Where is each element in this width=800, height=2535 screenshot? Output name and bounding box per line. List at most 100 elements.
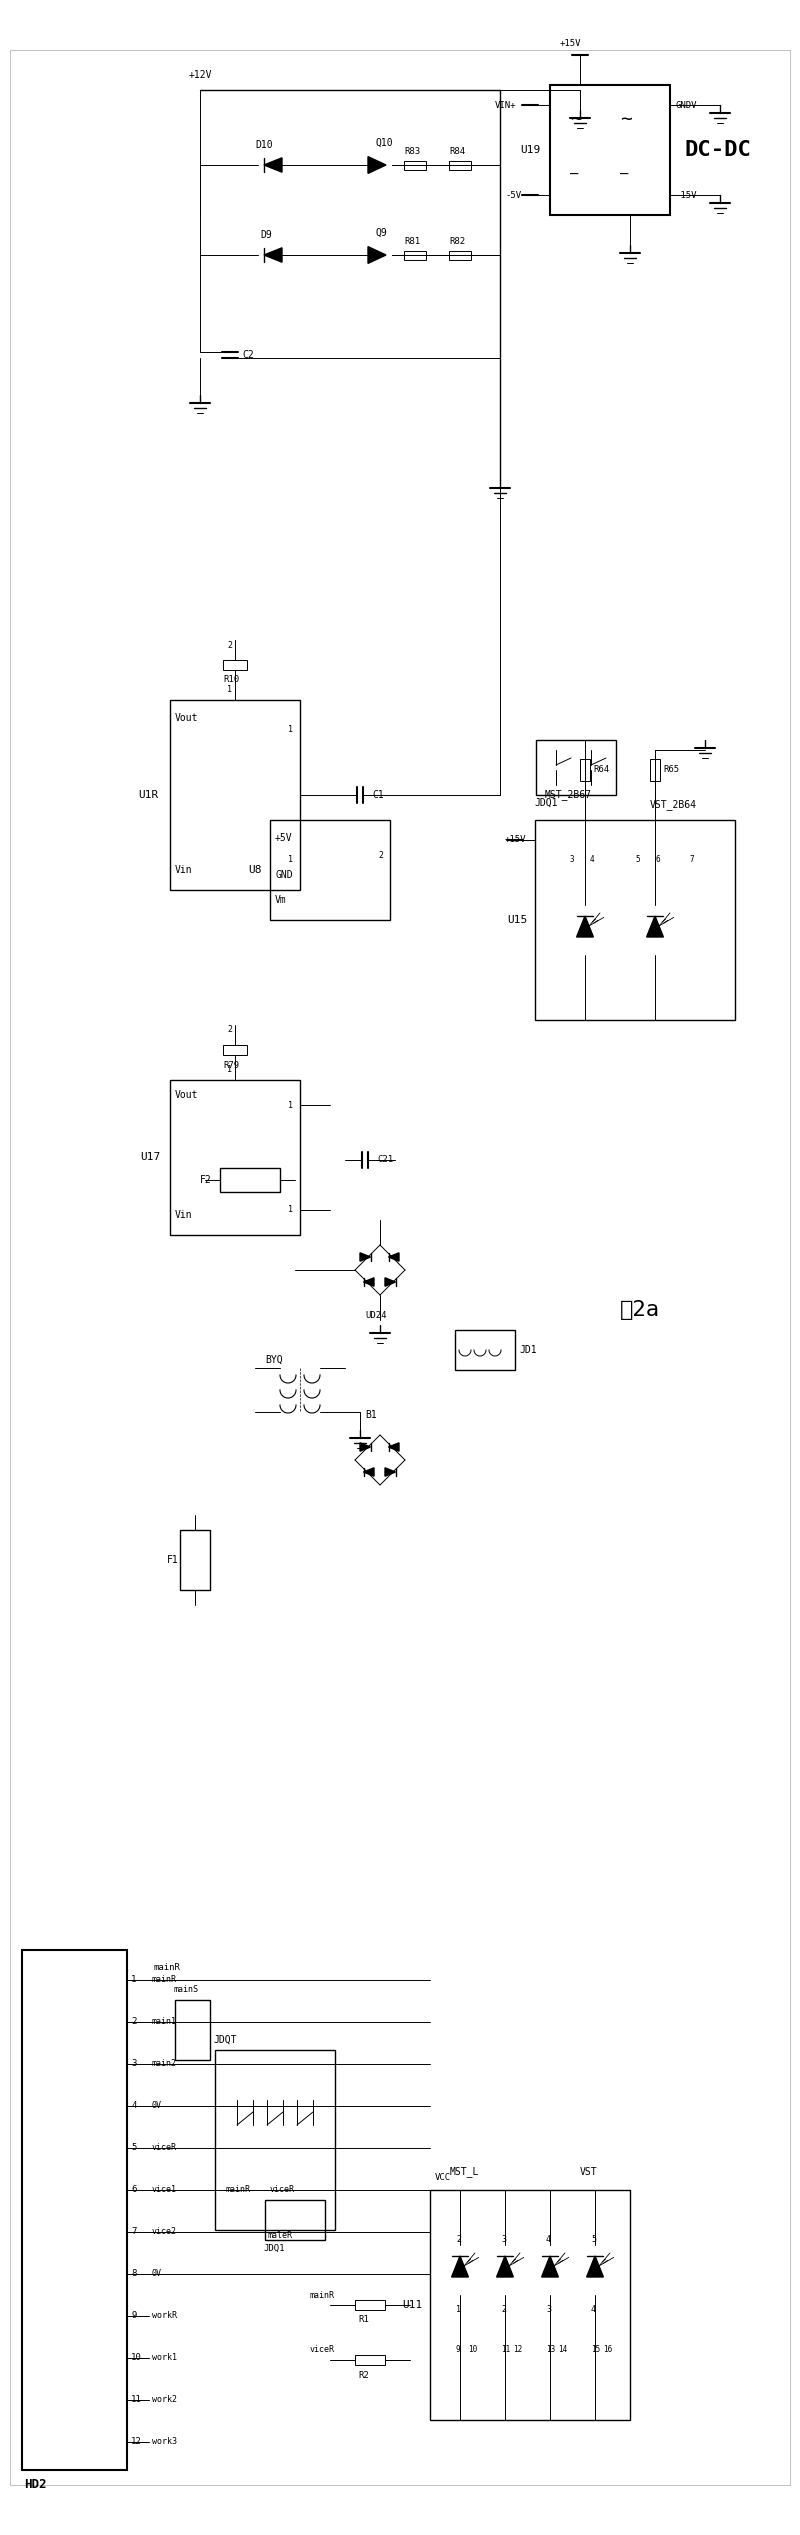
Bar: [449, 162, 471, 170]
Text: +12V: +12V: [188, 71, 212, 81]
Text: R84: R84: [449, 147, 465, 155]
Text: C1: C1: [372, 791, 384, 801]
Text: VST: VST: [580, 2167, 598, 2178]
Text: work1: work1: [152, 2352, 177, 2363]
Text: Q10: Q10: [375, 137, 393, 147]
Text: Vin: Vin: [175, 864, 193, 875]
Text: mainR: mainR: [225, 2185, 250, 2195]
Text: R83: R83: [404, 147, 420, 155]
Text: D9: D9: [260, 231, 272, 241]
Text: R1: R1: [358, 2314, 369, 2325]
Bar: [170, 1080, 300, 1235]
Text: 7: 7: [131, 2228, 136, 2236]
Bar: [404, 251, 426, 261]
Text: —: —: [570, 167, 578, 183]
Text: JDQ1: JDQ1: [534, 799, 558, 809]
Text: 1: 1: [227, 1065, 232, 1075]
Text: R81: R81: [404, 236, 420, 246]
Text: 5: 5: [131, 2145, 136, 2152]
Polygon shape: [360, 1252, 370, 1262]
Bar: [265, 2200, 325, 2241]
Bar: [270, 819, 390, 920]
Text: +15V: +15V: [560, 38, 582, 48]
Text: HD2: HD2: [24, 2479, 46, 2492]
Text: 图2a: 图2a: [620, 1300, 660, 1321]
Text: 1: 1: [456, 2304, 461, 2314]
Text: vice1: vice1: [152, 2185, 177, 2195]
Text: GNDV: GNDV: [675, 101, 697, 109]
Text: 15: 15: [591, 2345, 600, 2355]
Text: Vout: Vout: [175, 712, 198, 722]
Text: 3: 3: [501, 2236, 506, 2243]
Text: 9: 9: [131, 2312, 136, 2320]
Text: 13: 13: [546, 2345, 555, 2355]
Text: 4: 4: [591, 2304, 596, 2314]
Text: work2: work2: [152, 2396, 177, 2406]
Bar: [223, 1044, 247, 1055]
Polygon shape: [586, 2256, 603, 2276]
Bar: [175, 2000, 210, 2061]
Text: GND: GND: [275, 870, 293, 880]
Text: 14: 14: [558, 2345, 567, 2355]
Polygon shape: [497, 2256, 514, 2276]
Text: VIN+: VIN+: [495, 101, 517, 109]
Text: Vm: Vm: [275, 895, 286, 905]
Polygon shape: [577, 915, 594, 938]
Text: 9: 9: [456, 2345, 461, 2355]
Text: MST_2B67: MST_2B67: [545, 788, 592, 801]
Polygon shape: [389, 1442, 399, 1450]
Text: ~: ~: [570, 112, 582, 129]
Text: 11: 11: [501, 2345, 510, 2355]
Bar: [223, 659, 247, 669]
Bar: [220, 1169, 280, 1191]
Text: 4: 4: [546, 2236, 551, 2243]
Text: 6: 6: [131, 2185, 136, 2195]
Polygon shape: [368, 246, 386, 264]
Bar: [535, 819, 735, 1019]
Text: 5: 5: [591, 2236, 596, 2243]
Text: JDQT: JDQT: [213, 2036, 237, 2046]
Text: B1: B1: [365, 1409, 377, 1420]
Text: UD24: UD24: [365, 1311, 386, 1321]
Text: Q9: Q9: [375, 228, 386, 238]
Text: vice2: vice2: [152, 2228, 177, 2236]
Text: 2: 2: [378, 852, 383, 859]
Polygon shape: [368, 157, 386, 172]
Text: U19: U19: [520, 144, 540, 155]
Text: F1: F1: [167, 1554, 178, 1564]
Text: 11: 11: [131, 2396, 142, 2406]
Text: mainR: mainR: [152, 1975, 177, 1985]
Text: 1: 1: [131, 1975, 136, 1985]
Text: R2: R2: [358, 2370, 369, 2380]
Text: JD1: JD1: [519, 1346, 537, 1356]
Text: DC-DC: DC-DC: [685, 139, 752, 160]
Polygon shape: [363, 1468, 374, 1475]
Polygon shape: [542, 2256, 558, 2276]
Polygon shape: [646, 915, 663, 938]
Polygon shape: [385, 1278, 395, 1285]
Bar: [430, 2190, 630, 2421]
Text: R65: R65: [663, 766, 679, 776]
Text: main1: main1: [152, 2018, 177, 2025]
Bar: [22, 1949, 127, 2469]
Polygon shape: [389, 1252, 399, 1262]
Text: maleR: maleR: [267, 2231, 292, 2238]
Bar: [215, 2051, 335, 2231]
Text: VST_2B64: VST_2B64: [650, 799, 697, 811]
Text: C21: C21: [377, 1156, 393, 1164]
Polygon shape: [451, 2256, 469, 2276]
Text: 3: 3: [570, 854, 574, 864]
Text: viceR: viceR: [310, 2345, 335, 2355]
Bar: [449, 251, 471, 261]
Polygon shape: [264, 248, 282, 261]
Text: 1: 1: [288, 1207, 293, 1214]
Bar: [455, 1331, 515, 1369]
Text: U17: U17: [140, 1151, 160, 1161]
Text: 12: 12: [513, 2345, 522, 2355]
Bar: [580, 758, 590, 781]
Text: work3: work3: [152, 2439, 177, 2446]
Polygon shape: [363, 1278, 374, 1285]
Text: 3: 3: [546, 2304, 551, 2314]
Text: viceR: viceR: [152, 2145, 177, 2152]
Text: 0V: 0V: [152, 2102, 162, 2112]
